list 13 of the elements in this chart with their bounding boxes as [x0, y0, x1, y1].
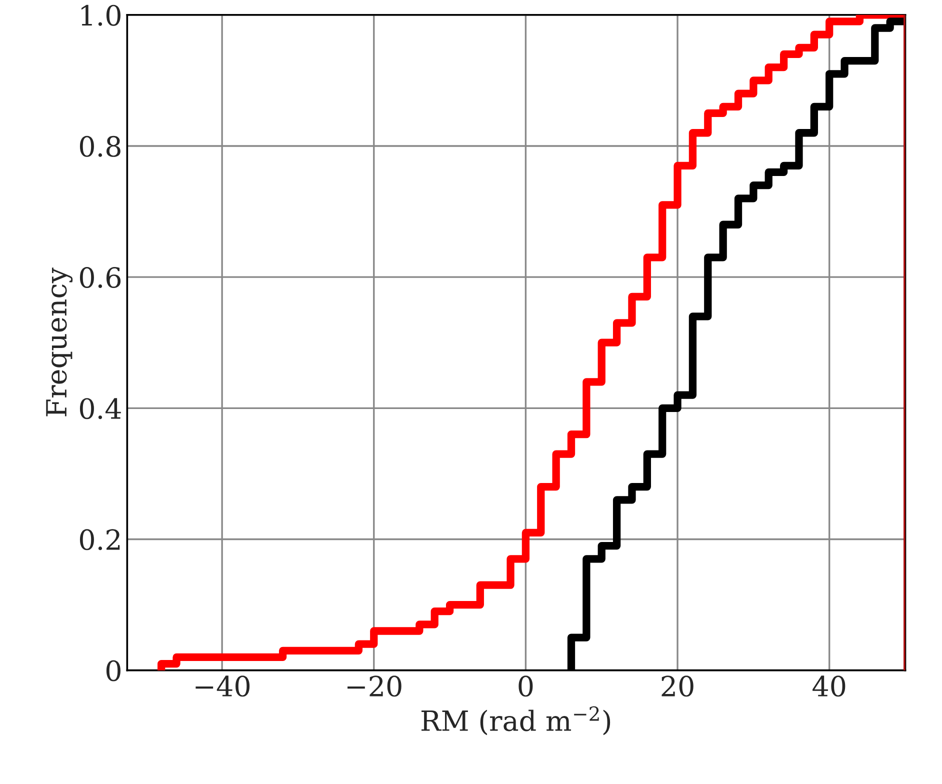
y-tick-label: 0.2 — [80, 529, 120, 550]
x-tick-label: 40 — [812, 676, 846, 697]
y-tick-label: 0.8 — [80, 136, 120, 157]
x-tick-label: 20 — [662, 676, 694, 697]
y-tick-label: 0.6 — [80, 267, 121, 288]
y-tick-label: 0 — [106, 660, 120, 682]
y-tick-label: 0.4 — [80, 398, 121, 420]
x-tick-label: −20 — [348, 676, 402, 697]
x-tick-label: 0 — [518, 676, 533, 697]
y-axis-title: Frequency — [46, 268, 73, 416]
y-tick-label: 1.0 — [82, 4, 120, 26]
x-tick-label: −40 — [196, 676, 250, 697]
x-axis-title: RM (rad m$^{−2}$) — [422, 706, 610, 736]
